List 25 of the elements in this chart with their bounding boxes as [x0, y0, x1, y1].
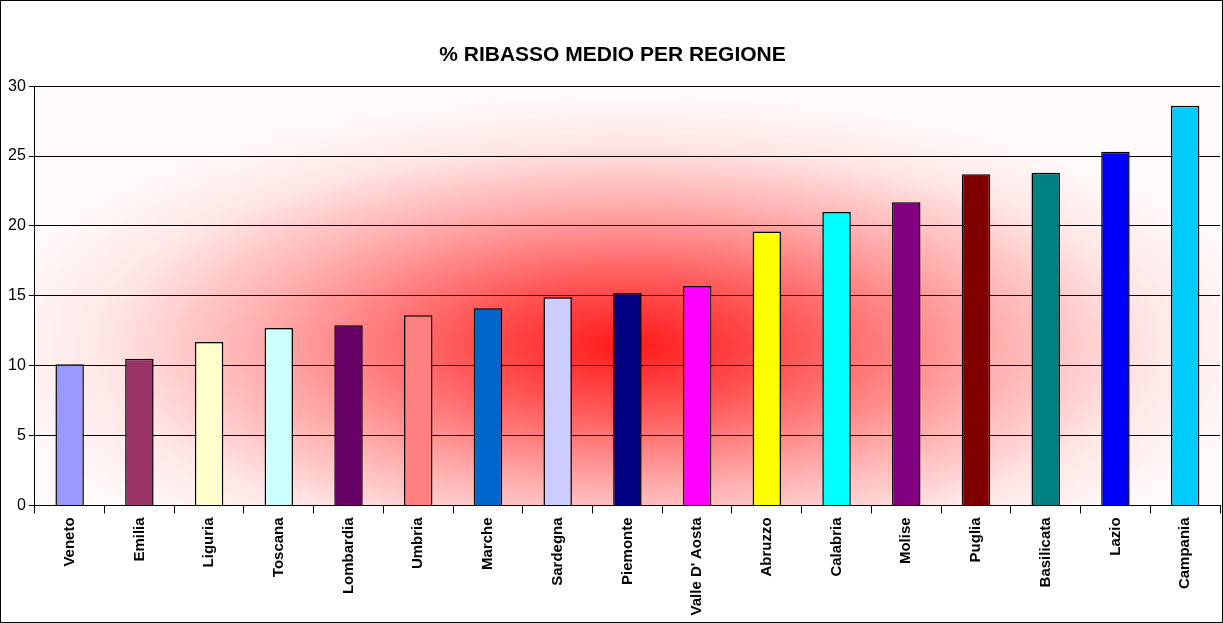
x-tick-label: Umbria	[408, 516, 426, 570]
chart-title: % RIBASSO MEDIO PER REGIONE	[439, 42, 786, 66]
x-tick-label: Liguria	[199, 516, 217, 568]
x-tick-label: Basilicata	[1035, 516, 1053, 588]
y-tick-label: 20	[8, 216, 26, 234]
x-tick-label: Veneto	[59, 517, 77, 567]
x-tick-label: Campania	[1175, 516, 1193, 590]
y-tick-label: 5	[16, 425, 26, 443]
x-tick-label: Valle D' Aosta	[687, 516, 705, 616]
x-tick-label: Puglia	[966, 516, 984, 563]
x-tick-label: Emilia	[129, 516, 147, 562]
y-tick-label: 30	[8, 76, 26, 94]
y-tick-label: 15	[8, 286, 26, 304]
x-tick-label: Sardegna	[547, 516, 565, 586]
x-tick-label: Molise	[896, 517, 914, 565]
x-tick-label: Calabria	[826, 516, 844, 577]
x-tick-label: Toscana	[268, 516, 286, 578]
x-tick-label: Piemonte	[617, 517, 635, 585]
y-tick-label: 0	[16, 495, 26, 513]
y-tick-label: 10	[8, 356, 26, 374]
x-tick-label: Lazio	[1105, 517, 1123, 556]
x-tick-label: Abruzzo	[756, 517, 774, 577]
y-tick-label: 25	[8, 146, 26, 164]
x-tick-label: Marche	[478, 517, 496, 570]
x-tick-label: Lombardia	[338, 516, 356, 595]
